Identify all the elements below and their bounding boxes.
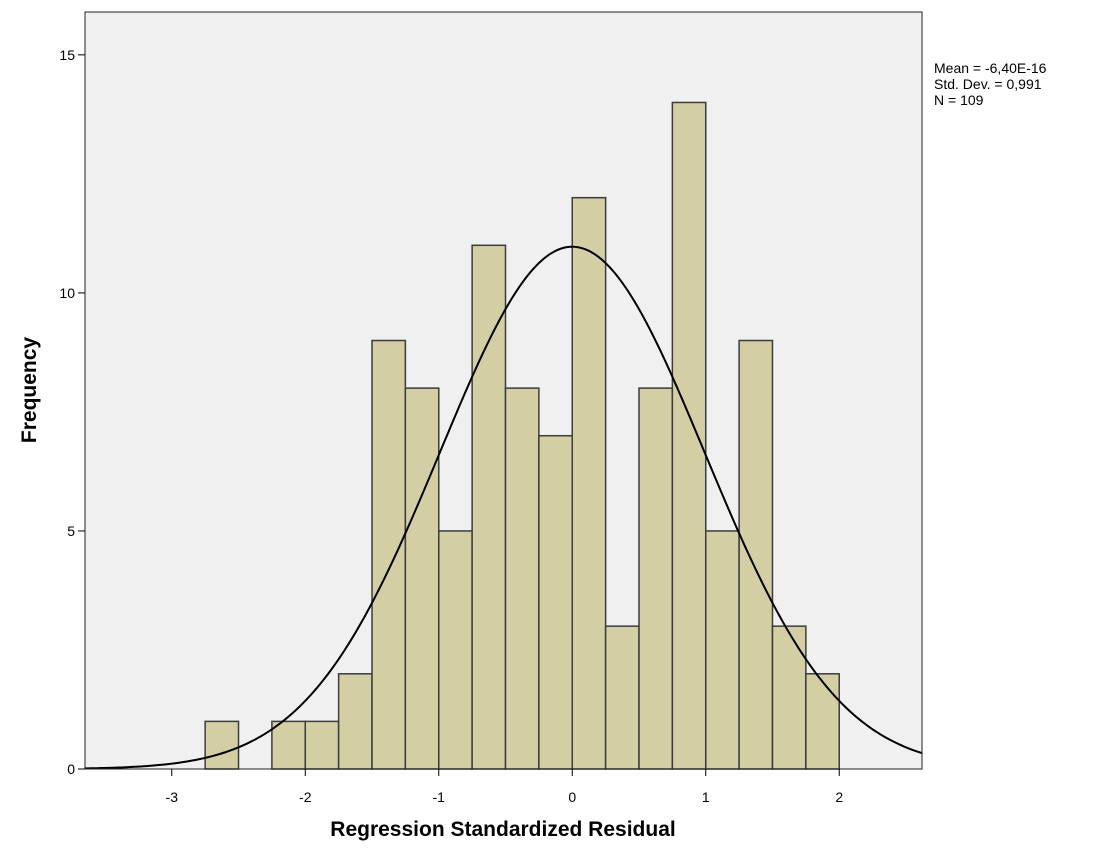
x-tick-label: -2 [299,789,312,805]
x-axis-title: Regression Standardized Residual [330,818,675,841]
y-tick-label: 5 [67,523,75,539]
histogram-bar-17 [805,673,840,770]
histogram-bar-0 [204,720,240,770]
stats-box: Mean = -6,40E-16 Std. Dev. = 0,991 N = 1… [934,60,1047,108]
x-tick-label: -3 [166,789,179,805]
y-axis: 0 5 10 15 [59,47,85,777]
histogram-bar-10 [571,196,607,770]
histogram-bar-16 [771,625,807,770]
histogram-bar-2 [304,720,340,770]
stats-std-dev: Std. Dev. = 0,991 [934,76,1042,92]
stats-n: N = 109 [934,92,984,108]
histogram-bar-7 [471,244,507,770]
y-axis-title: Frequency [18,337,41,444]
histogram-bar-15 [738,339,774,770]
x-tick-label: 0 [568,789,576,805]
histogram-bar-12 [638,387,674,770]
histogram-bar-13 [671,101,707,770]
normal-curve [84,245,923,770]
histogram-bar-4 [371,339,407,770]
y-tick-label: 10 [59,285,75,301]
histogram-bar-14 [704,530,740,770]
histogram-bar-9 [538,434,573,770]
plot-frame [84,11,923,770]
y-tick-label: 15 [59,47,75,63]
histogram-bar-8 [504,387,540,770]
stats-mean: Mean = -6,40E-16 [934,60,1047,76]
y-tick-label: 0 [67,761,75,777]
histogram-bar-3 [337,673,373,770]
histogram-bar-11 [604,625,640,770]
histogram-bar-6 [438,530,473,770]
x-tick-label: 1 [702,789,710,805]
histogram-bar-1 [271,720,307,770]
x-tick-label: -1 [433,789,446,805]
histogram-bar-5 [404,387,440,770]
x-axis: -3 -2 -1 0 1 2 [166,769,843,805]
x-tick-label: 2 [835,789,843,805]
